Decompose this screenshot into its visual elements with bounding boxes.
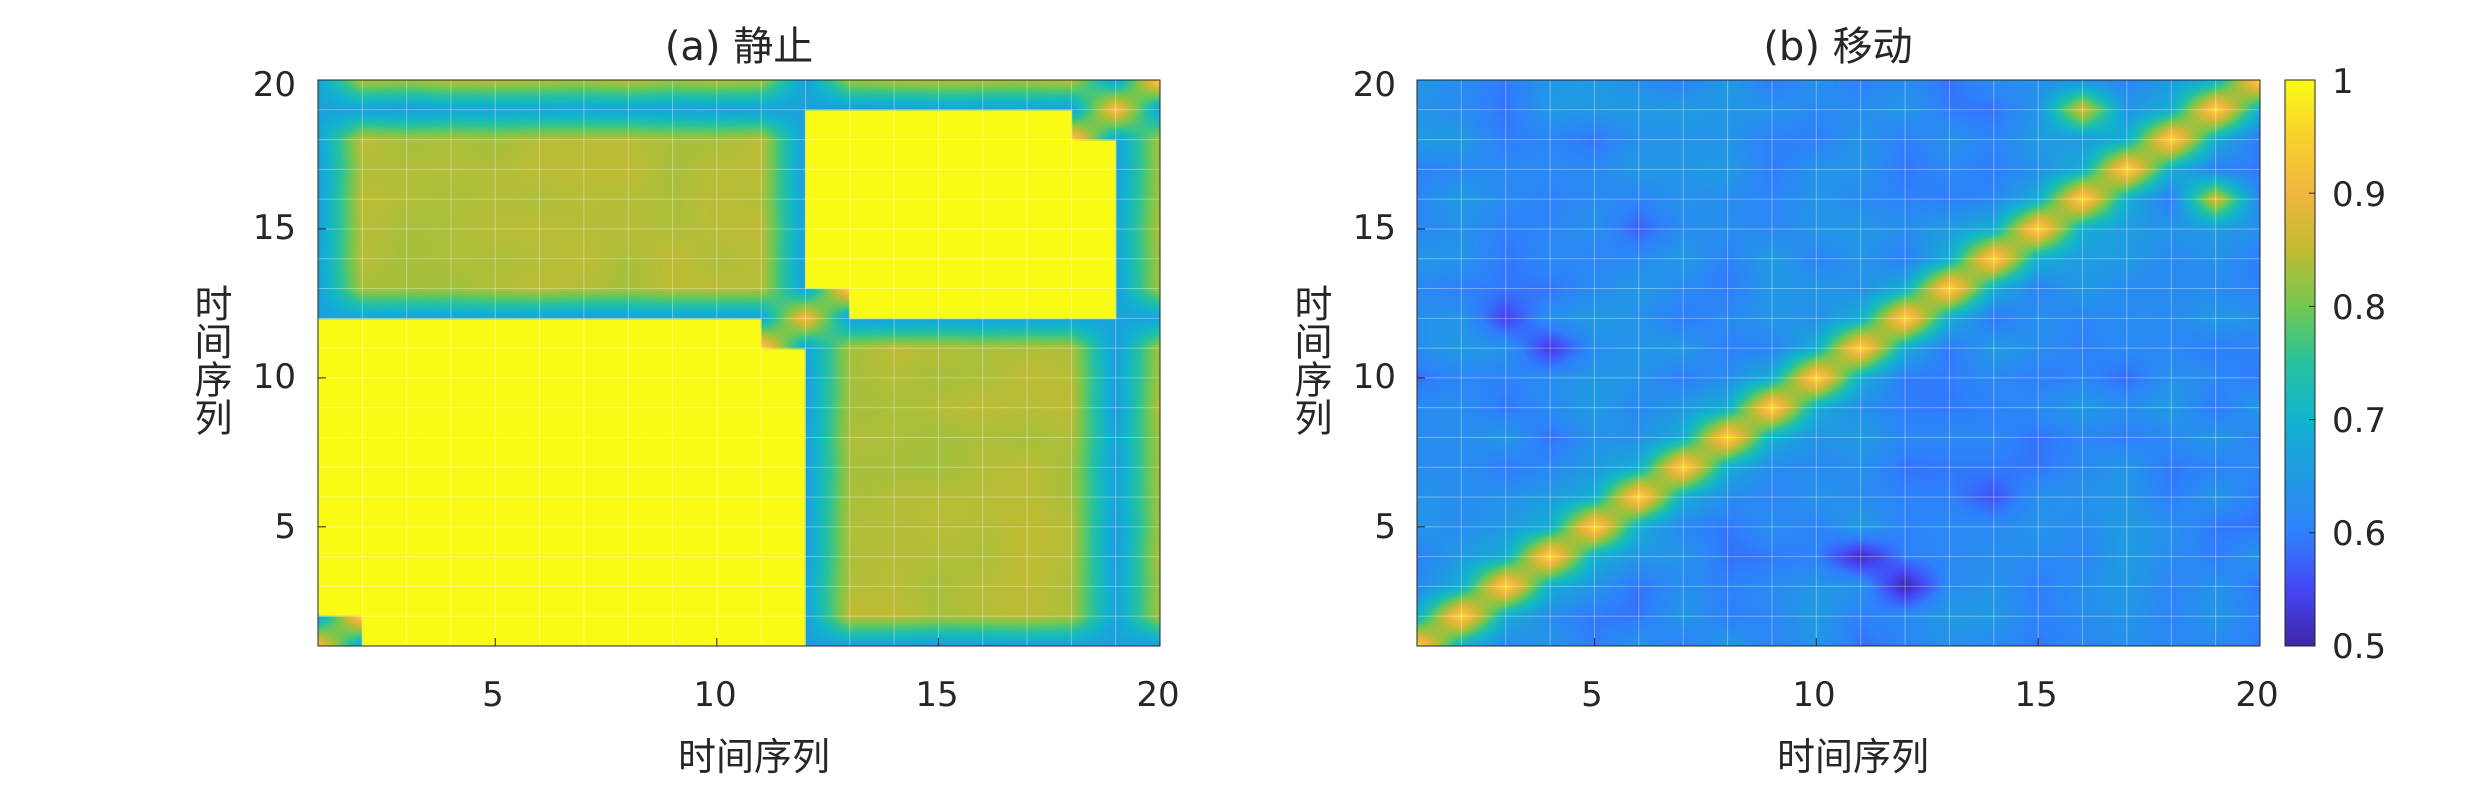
x-tick-b-10: 10: [1792, 675, 1835, 715]
x-axis-title-b: 时间序列: [1777, 735, 1929, 779]
panel-b-title: (b) 移动: [1763, 24, 1912, 70]
colorbar: 0.5 0.6 0.7 0.8 0.9 1: [2284, 62, 2386, 667]
y-tick-b-10: 10: [1353, 357, 1396, 397]
colorbar-ticks: [2309, 79, 2315, 647]
colorbar-tick-0.9: 0.9: [2332, 175, 2386, 215]
y-axis-title-a: 时间序列: [188, 284, 232, 436]
y-tick-a-10: 10: [253, 357, 296, 397]
x-tick-a-20: 20: [1136, 675, 1179, 715]
x-tick-a-10: 10: [693, 675, 736, 715]
colorbar-tick-0.6: 0.6: [2332, 514, 2386, 554]
y-tick-a-5: 5: [274, 507, 296, 547]
ticks-b: [1417, 79, 2261, 646]
y-tick-a-15: 15: [253, 208, 296, 248]
heatmap-a-image: [318, 80, 1160, 646]
colorbar-tick-0.5: 0.5: [2332, 627, 2386, 667]
x-tick-a-5: 5: [482, 675, 504, 715]
x-tick-b-20: 20: [2235, 675, 2278, 715]
panel-a-title: (a) 静止: [665, 24, 813, 70]
colorbar-tick-0.7: 0.7: [2332, 401, 2386, 441]
y-tick-a-20: 20: [253, 65, 296, 105]
panel-b: (b) 移动 5 10 15 20 5 10 15 20 时间序列 时间序列 0…: [1288, 24, 2386, 779]
plot-frame-a: [317, 79, 1161, 647]
y-tick-b-20: 20: [1353, 65, 1396, 105]
x-tick-b-15: 15: [2014, 675, 2057, 715]
x-axis-title-a: 时间序列: [678, 735, 830, 779]
ticks-a: [318, 79, 1161, 646]
heatmap-b: [1417, 80, 2260, 646]
y-tick-b-15: 15: [1353, 208, 1396, 248]
plot-frame-b: [1416, 79, 2261, 647]
colorbar-tick-1: 1: [2332, 62, 2354, 102]
y-tick-b-5: 5: [1374, 507, 1396, 547]
colorbar-tick-0.8: 0.8: [2332, 288, 2386, 328]
colorbar-gradient: [2284, 79, 2316, 647]
x-tick-a-15: 15: [915, 675, 958, 715]
heatmap-a: [318, 80, 1160, 646]
x-tick-b-5: 5: [1581, 675, 1603, 715]
panel-a: (a) 静止 5 10 15 20 5 10 15 20 时间序列 时间序列: [188, 24, 1180, 779]
heatmap-b-image: [1417, 80, 2260, 646]
y-axis-title-b: 时间序列: [1288, 284, 1332, 436]
